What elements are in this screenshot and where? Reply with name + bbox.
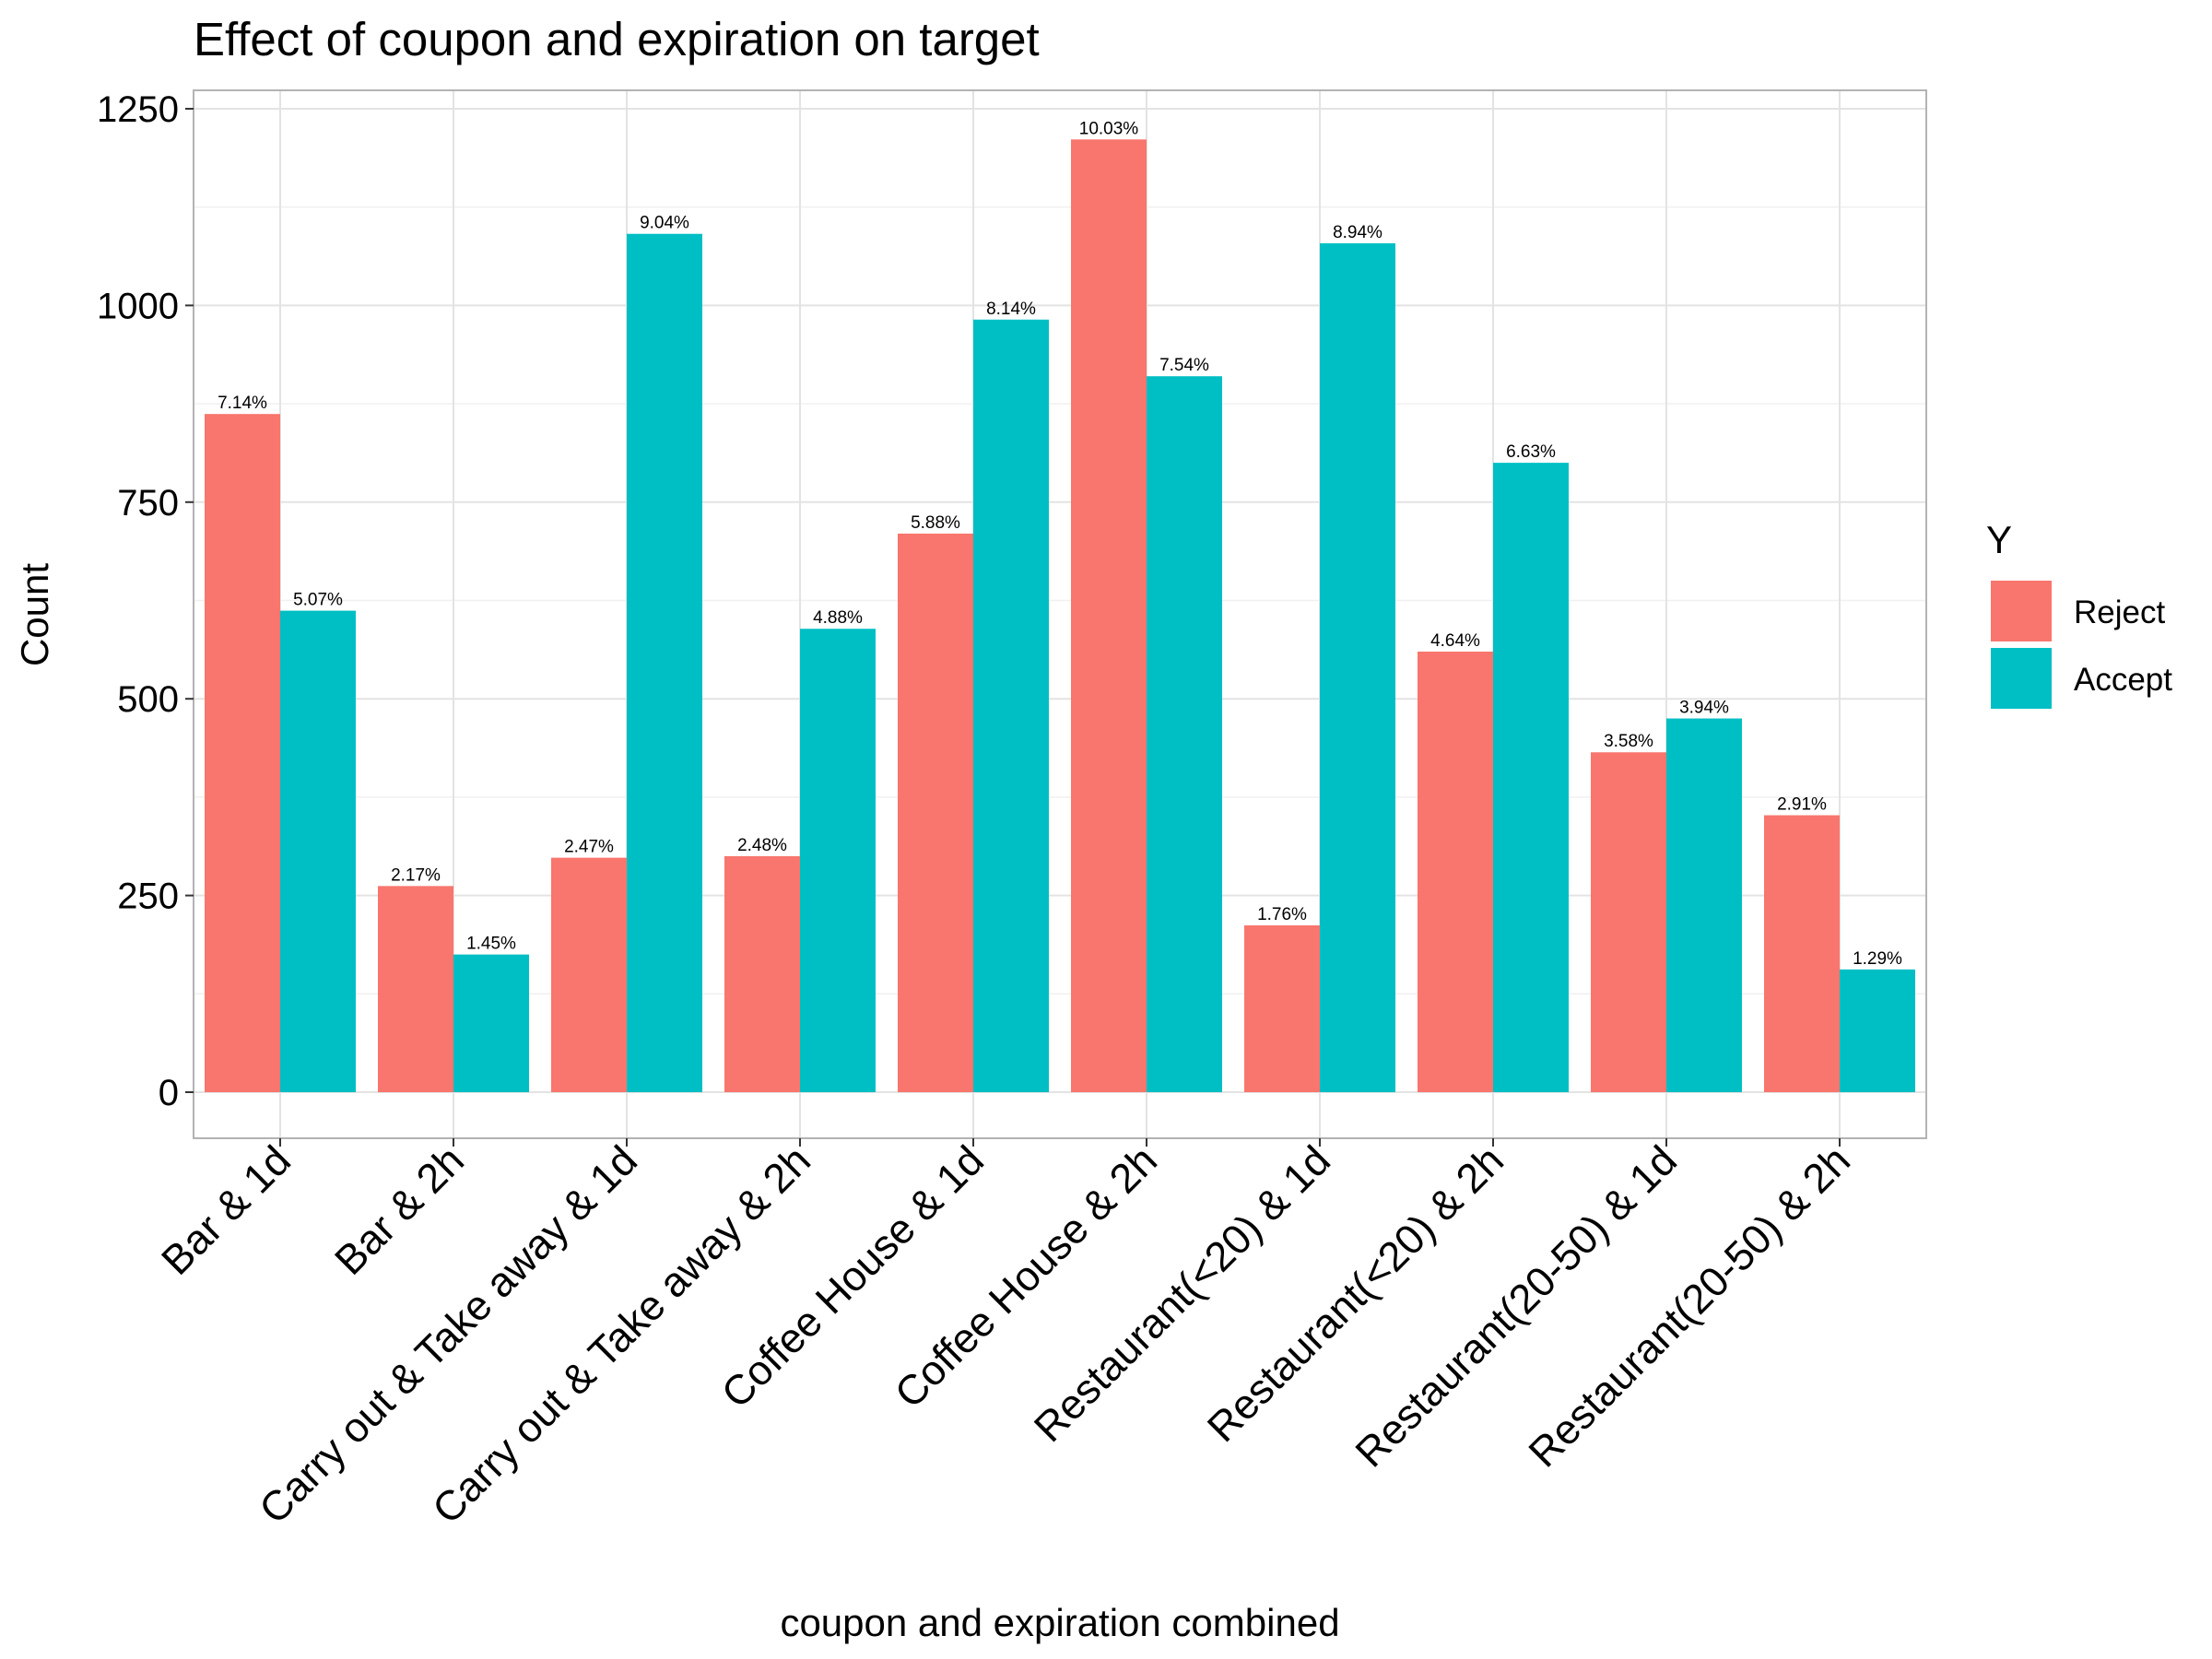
bar-value-label: 1.45% [466, 935, 516, 954]
bar-value-label: 6.63% [1506, 442, 1556, 462]
legend: Y Reject Accept [1986, 518, 2172, 709]
bar-reject [724, 855, 800, 1092]
x-tick-label: Bar & 2h [325, 1136, 473, 1284]
bar-value-label: 5.07% [293, 591, 343, 610]
bar-accept [280, 610, 356, 1092]
bar-value-label: 1.29% [1853, 949, 1902, 969]
legend-label-accept: Accept [2074, 662, 2172, 698]
bar-accept [453, 954, 529, 1092]
y-tick-label: 0 [159, 1073, 179, 1113]
y-tick-label: 1000 [97, 286, 179, 326]
bar-value-label: 4.64% [1430, 631, 1480, 651]
bar-accept [1493, 463, 1569, 1092]
bar-reject [551, 857, 627, 1092]
bar-reject [1244, 925, 1320, 1092]
bar-value-label: 5.88% [911, 513, 960, 533]
bar-accept [800, 629, 876, 1092]
bar-accept [1666, 718, 1742, 1092]
bar-value-label: 4.88% [813, 608, 863, 628]
legend-title: Y [1986, 518, 2012, 561]
y-tick-label: 500 [117, 679, 179, 720]
bar-value-label: 2.91% [1777, 795, 1827, 815]
bar-value-label: 3.58% [1604, 732, 1653, 751]
bar-value-label: 2.48% [737, 836, 787, 855]
legend-key-accept [1991, 648, 2052, 709]
bar-value-label: 1.76% [1257, 905, 1307, 924]
bar-accept [1840, 969, 1915, 1092]
y-tick-label: 750 [117, 483, 179, 524]
bar-value-label: 2.47% [564, 838, 614, 857]
bar-value-label: 9.04% [640, 214, 689, 233]
bar-reject [1591, 752, 1666, 1092]
bar-accept [1147, 376, 1222, 1092]
bar-value-label: 10.03% [1079, 119, 1139, 138]
bar-value-label: 3.94% [1679, 699, 1729, 718]
chart-title: Effect of coupon and expiration on targe… [194, 13, 1040, 65]
bar-labels: 7.14% 2.17% 2.47% 2.48% 5.88% 10.03% 1.76% 4.64… [218, 119, 1902, 969]
y-tick-label: 1250 [97, 89, 179, 130]
bars [205, 139, 1915, 1093]
bar-reject [205, 414, 280, 1093]
x-tick-label: Restaurant(20-50) & 1d [1346, 1136, 1686, 1477]
bar-reject [1764, 815, 1840, 1092]
legend-key-reject [1991, 581, 2052, 641]
bar-accept [973, 319, 1049, 1093]
bar-accept [1320, 242, 1395, 1093]
legend-label-reject: Reject [2074, 594, 2165, 630]
y-tick-label: 250 [117, 877, 179, 917]
bar-value-label: 8.14% [986, 300, 1036, 319]
plot-border [193, 89, 1927, 1139]
x-axis-title: coupon and expiration combined [780, 1601, 1339, 1644]
x-tick-label: Carry out & Take away & 1d [250, 1136, 646, 1533]
bar-value-label: 2.17% [391, 865, 441, 885]
bar-value-label: 7.54% [1159, 356, 1209, 375]
x-tick-label: Bar & 1d [152, 1136, 300, 1284]
bar-accept [627, 233, 702, 1092]
x-tick-label: Restaurant(<20) & 1d [1025, 1136, 1339, 1451]
bar-value-label: 8.94% [1333, 223, 1382, 242]
bar-reject [898, 533, 973, 1092]
bar-reject [1418, 651, 1493, 1092]
bar-reject [378, 886, 453, 1092]
bar-value-label: 7.14% [218, 394, 267, 413]
x-tick-label: Restaurant(<20) & 2h [1198, 1136, 1512, 1451]
y-axis-title: Count [13, 563, 56, 666]
bar-reject [1071, 139, 1147, 1092]
y-axis: 0 250 500 750 1000 1250 [97, 89, 194, 1113]
x-tick-label: Carry out & Take away & 2h [423, 1136, 819, 1533]
x-tick-label: Restaurant(20-50) & 2h [1519, 1136, 1859, 1477]
